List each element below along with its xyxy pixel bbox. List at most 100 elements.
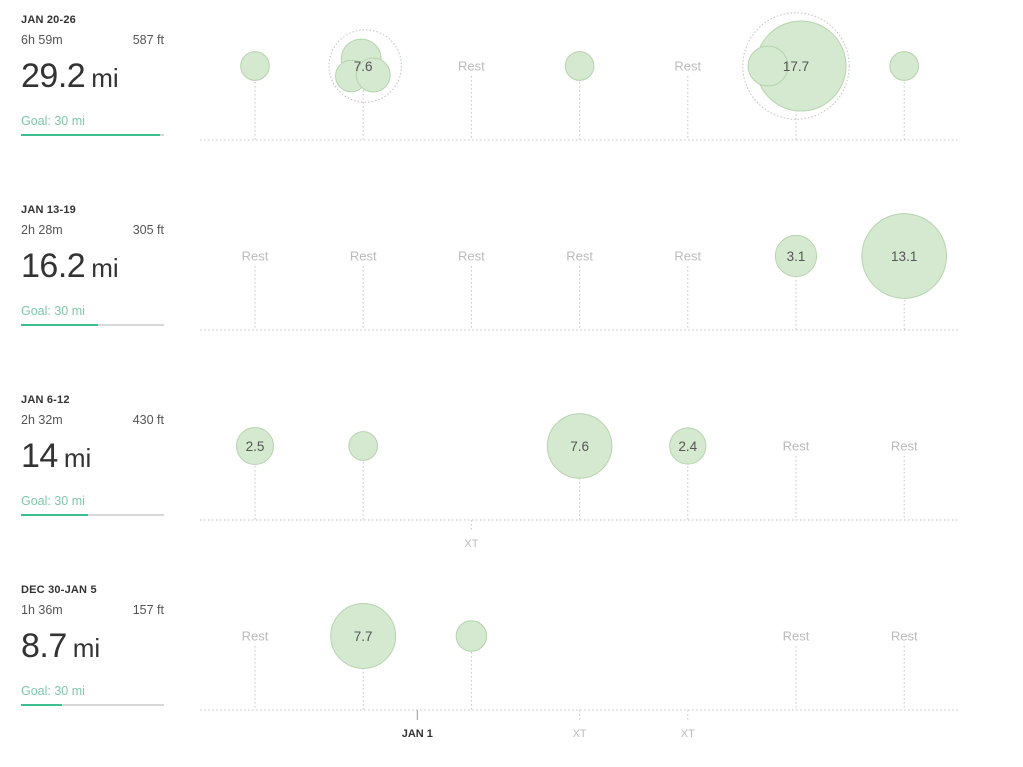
- goal-progress-track: [21, 704, 164, 706]
- week-days-plot: 7.6 Rest Rest 17.7: [200, 12, 958, 141]
- week-range: JAN 13-19: [21, 204, 76, 216]
- day-column: 7.6: [328, 29, 402, 140]
- run-bubble[interactable]: [546, 413, 613, 479]
- rest-day-label: Rest: [350, 249, 377, 264]
- goal-progress-fill: [21, 324, 99, 326]
- rest-day-label: Rest: [783, 629, 810, 644]
- rest-day-label: Rest: [783, 439, 810, 454]
- week-elevation: 430 ft: [132, 413, 164, 427]
- week-duration: 6h 59m: [21, 33, 63, 47]
- run-bubble[interactable]: [355, 57, 391, 93]
- day-distance-label: 3.1: [787, 249, 806, 264]
- day-column: 7.7: [330, 603, 397, 710]
- day-distance-label: 7.6: [354, 59, 373, 74]
- run-bubble[interactable]: [889, 51, 920, 81]
- run-bubble[interactable]: [455, 620, 488, 652]
- week-elevation: 587 ft: [132, 33, 164, 47]
- goal-progress-fill: [21, 704, 63, 706]
- month-marker-label: JAN 1: [402, 728, 433, 740]
- week-summary: JAN 13-19 2h 28m 305 ft 16.2 mi Goal: 30 mi: [21, 197, 164, 337]
- week-goal: Goal: 30 mi: [21, 114, 85, 128]
- day-distance-label: 7.6: [570, 439, 589, 454]
- rest-day-label: Rest: [458, 249, 485, 264]
- day-column: XT: [573, 710, 587, 740]
- week-goal: Goal: 30 mi: [21, 304, 85, 318]
- run-bubble[interactable]: [240, 51, 270, 81]
- day-column: 3.1: [774, 234, 818, 330]
- week-summary: JAN 20-26 6h 59m 587 ft 29.2 mi Goal: 30 mi: [21, 7, 164, 147]
- week-goal: Goal: 30 mi: [21, 684, 85, 698]
- rest-day-label: Rest: [674, 249, 701, 264]
- day-distance-label: 7.7: [354, 629, 373, 644]
- day-column: Rest: [783, 439, 810, 520]
- week-goal: Goal: 30 mi: [21, 494, 85, 508]
- day-column: Rest: [674, 249, 702, 330]
- day-column: 17.7: [742, 12, 850, 140]
- rest-day-label: Rest: [242, 249, 269, 264]
- run-bubble[interactable]: [564, 51, 595, 81]
- week-distance-value: 8.7: [21, 627, 67, 665]
- goal-progress-track: [21, 324, 164, 326]
- day-distance-label: 17.7: [783, 59, 809, 74]
- run-bubble[interactable]: [774, 234, 818, 278]
- week-distance-unit: mi: [72, 633, 101, 663]
- week-elevation: 305 ft: [132, 223, 164, 237]
- week-duration: 2h 28m: [21, 223, 63, 237]
- week-distance-unit: mi: [91, 63, 119, 93]
- week-summary: DEC 30-JAN 5 1h 36m 157 ft 8.7 mi Goal: 30 mi: [21, 577, 164, 717]
- run-bubble[interactable]: [330, 603, 397, 669]
- day-column: [455, 620, 488, 710]
- run-bubble[interactable]: [348, 431, 379, 461]
- goal-progress-fill: [21, 514, 89, 516]
- cross-training-label: XT: [681, 728, 695, 740]
- day-distance-label: 2.5: [246, 439, 265, 454]
- week-row: JAN 13-19 2h 28m 305 ft 16.2 mi Goal: 30 mi Re…: [0, 197, 1023, 387]
- week-duration: 2h 32m: [21, 413, 63, 427]
- goal-progress-track: [21, 134, 164, 136]
- day-column: Rest: [783, 629, 810, 710]
- week-days-plot: Rest Rest Rest Rest Rest 3.1 13.1: [200, 213, 958, 331]
- day-distance-label: 2.4: [678, 439, 697, 454]
- week-distance-unit: mi: [63, 443, 92, 473]
- day-column: Rest: [458, 59, 485, 140]
- run-bubble[interactable]: [747, 45, 789, 87]
- week-summary: JAN 6-12 2h 32m 430 ft 14 mi Goal: 30 mi: [21, 387, 164, 527]
- week-days-plot: Rest 7.7 XT XT Rest Rest JAN 1: [200, 603, 958, 740]
- week-row: JAN 6-12 2h 32m 430 ft 14 mi Goal: 30 mi 2.5 XT…: [0, 387, 1023, 577]
- week-range: JAN 6-12: [21, 394, 70, 406]
- week-distance: 8.7 mi: [21, 627, 100, 666]
- rest-day-label: Rest: [566, 249, 593, 264]
- cross-training-label: XT: [573, 728, 587, 740]
- day-column: Rest: [350, 249, 377, 330]
- day-column: Rest: [891, 439, 918, 520]
- week-duration: 1h 36m: [21, 603, 63, 617]
- day-column: Rest: [674, 59, 702, 140]
- day-column: 13.1: [861, 213, 948, 330]
- rest-day-label: Rest: [458, 59, 485, 74]
- rest-day-label: Rest: [242, 629, 269, 644]
- rest-day-label: Rest: [891, 439, 918, 454]
- day-column: Rest: [242, 629, 269, 710]
- run-bubble[interactable]: [669, 427, 707, 465]
- day-column: [889, 51, 920, 140]
- week-distance-value: 14: [21, 437, 58, 475]
- rest-day-label: Rest: [891, 629, 918, 644]
- day-column: [240, 51, 270, 140]
- week-range: DEC 30-JAN 5: [21, 584, 97, 596]
- run-bubble[interactable]: [861, 213, 948, 299]
- week-row: DEC 30-JAN 5 1h 36m 157 ft 8.7 mi Goal: 30 mi…: [0, 577, 1023, 767]
- day-column: 2.4: [669, 427, 707, 520]
- day-column: [348, 431, 379, 520]
- run-bubble[interactable]: [236, 427, 274, 465]
- day-total-outline: [328, 29, 402, 103]
- day-column: 7.6: [546, 413, 613, 520]
- cross-training-label: XT: [464, 538, 478, 550]
- week-days-plot: 2.5 XT 7.6 2.4 Rest Rest: [200, 413, 958, 550]
- goal-progress-track: [21, 514, 164, 516]
- day-column: Rest: [458, 249, 485, 330]
- day-column: Rest: [242, 249, 269, 330]
- day-distance-label: 13.1: [891, 249, 917, 264]
- week-range: JAN 20-26: [21, 14, 76, 26]
- day-column: [564, 51, 595, 140]
- day-column: Rest: [891, 629, 918, 710]
